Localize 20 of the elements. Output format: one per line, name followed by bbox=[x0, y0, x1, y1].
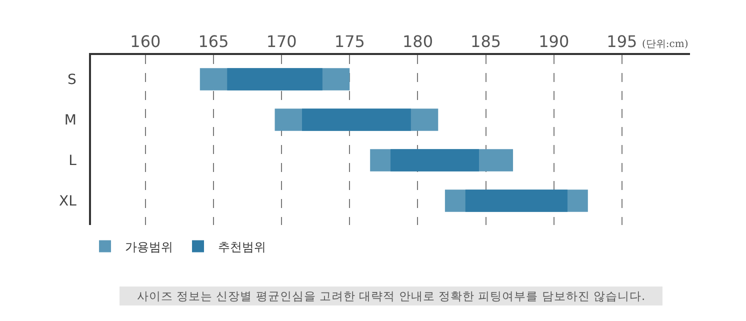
y-tick-label: M bbox=[64, 112, 76, 129]
x-tick-label: 165 bbox=[198, 32, 229, 51]
x-tick-label: 160 bbox=[130, 32, 161, 51]
x-tick-label: 175 bbox=[334, 32, 365, 51]
bar bbox=[465, 190, 568, 212]
x-tick-label: 185 bbox=[470, 32, 502, 51]
x-tick-label: 195 bbox=[606, 32, 638, 51]
text: (단위:cm) bbox=[642, 39, 688, 50]
x-tick-label: 180 bbox=[402, 32, 434, 51]
y-tick-label: L bbox=[68, 153, 77, 170]
legend-label: 추천범위 bbox=[218, 240, 266, 254]
x-tick-label: 190 bbox=[538, 32, 570, 51]
text: 사이즈 정보는 신장별 평균인심을 고려한 대략적 안내로 정확한 피팅여부를 담보하진 않습니다. bbox=[136, 289, 646, 303]
bar bbox=[390, 149, 479, 172]
y-tick-label: S bbox=[68, 72, 77, 88]
legend-label: 가용범위 bbox=[125, 240, 174, 254]
bar bbox=[227, 68, 322, 90]
y-tick-label: XL bbox=[59, 194, 77, 210]
bar bbox=[302, 108, 411, 131]
x-tick-label: 170 bbox=[266, 32, 297, 51]
